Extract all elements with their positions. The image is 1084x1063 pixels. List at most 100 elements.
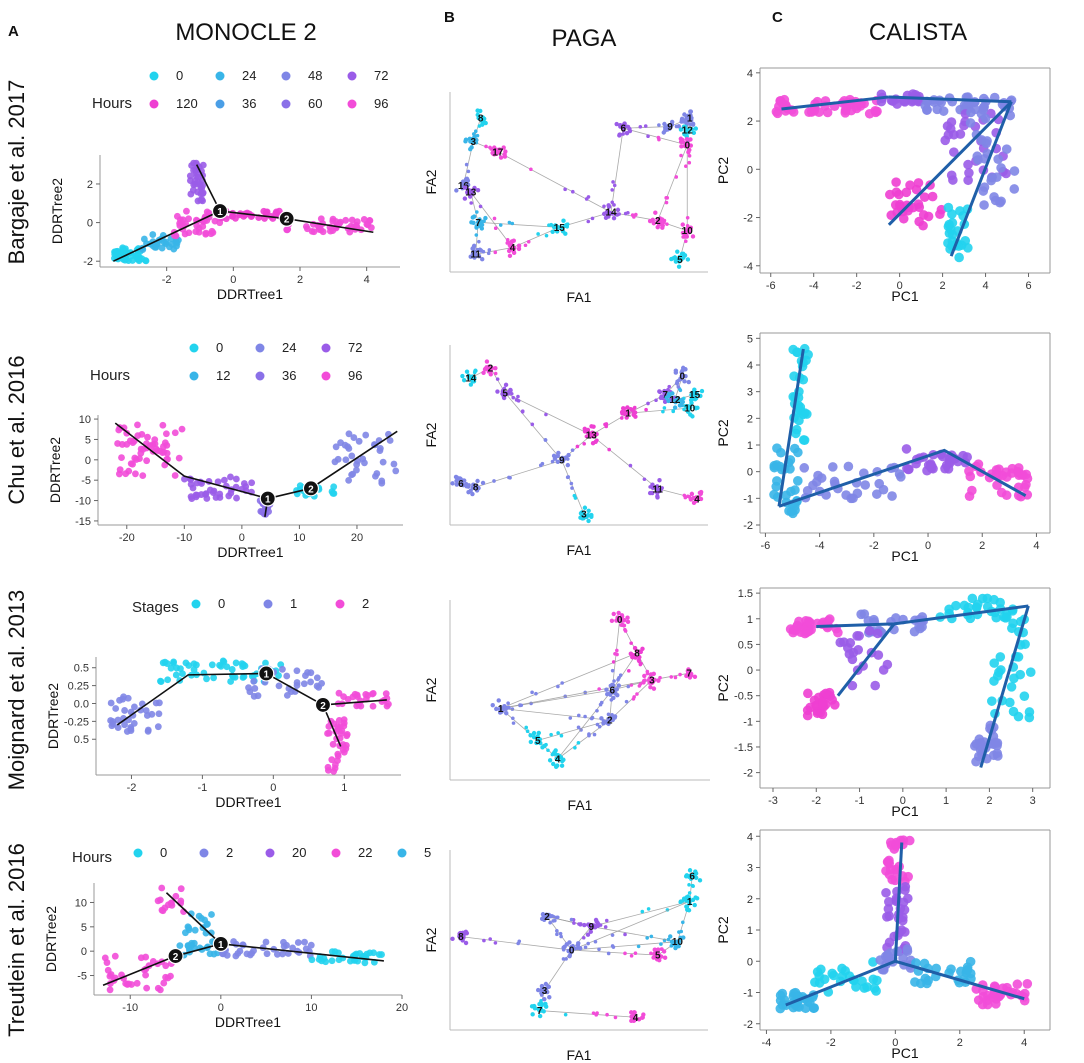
graph-cell (511, 395, 516, 400)
data-point (240, 673, 248, 680)
y-tick-label: -4 (743, 261, 753, 273)
graph-cell (679, 144, 684, 149)
graph-cell (611, 180, 615, 184)
y-axis-title: FA2 (423, 677, 439, 702)
data-point (772, 476, 782, 486)
graph-cell (645, 669, 650, 674)
graph-cell (505, 240, 511, 245)
data-point (883, 950, 893, 961)
data-point (342, 456, 350, 464)
graph-cell (578, 923, 583, 927)
data-point (331, 761, 339, 769)
graph-cell (659, 947, 664, 951)
graph-cell (622, 124, 627, 130)
y-tick-label: 0.5 (74, 663, 89, 675)
data-point (965, 613, 976, 624)
graph-cell (480, 257, 485, 262)
graph-cell (543, 1001, 548, 1007)
graph-node-label: 1 (687, 114, 693, 125)
graph-cell (652, 947, 657, 952)
graph-cell (669, 675, 674, 679)
graph-cell (691, 500, 697, 506)
x-axis-title: DDRTree1 (215, 794, 281, 810)
legend-label: 20 (292, 845, 306, 860)
x-tick-label: 20 (396, 1002, 408, 1014)
graph-node-label: 0 (617, 615, 623, 626)
data-point (191, 926, 199, 934)
graph-cell (698, 496, 704, 502)
data-point (232, 659, 240, 667)
graph-cell (450, 481, 455, 486)
graph-cell (540, 984, 545, 989)
data-point (772, 443, 782, 453)
data-point (362, 691, 370, 698)
y-tick-label: -1 (743, 716, 753, 728)
data-point (802, 710, 813, 721)
y-tick-label: 0.5 (74, 734, 89, 746)
x-axis-title: PC1 (891, 803, 918, 819)
graph-cell (469, 220, 474, 225)
data-point (293, 679, 301, 686)
data-point (946, 170, 957, 181)
graph-cell (535, 987, 541, 993)
graph-node-label: 12 (682, 125, 694, 136)
graph-cell (476, 115, 481, 121)
graph-cell (650, 482, 655, 487)
graph-node-label: 1 (625, 409, 631, 420)
data-point (329, 489, 337, 497)
data-point (158, 906, 166, 914)
graph-node-label: 14 (465, 373, 477, 384)
data-point (313, 674, 321, 682)
graph-cell (624, 699, 629, 704)
graph-edge (478, 221, 560, 228)
data-point (818, 697, 828, 708)
graph-cell (638, 662, 643, 667)
graph-cell (651, 671, 656, 677)
graph-node-label: 0 (569, 946, 575, 957)
graph-cell (466, 169, 471, 174)
graph-cell (499, 706, 504, 712)
branch-point-1 (211, 202, 229, 220)
graph-cell (542, 996, 547, 1002)
trajectory-branch (165, 892, 222, 945)
graph-cell (469, 191, 475, 196)
graph-cell (610, 689, 616, 695)
data-point (843, 461, 854, 472)
data-point (340, 716, 348, 724)
legend-label: 1 (290, 596, 297, 611)
graph-cell (685, 257, 691, 262)
data-point (163, 441, 171, 449)
data-point (307, 941, 315, 949)
graph-node-label: 9 (589, 922, 595, 933)
data-point (124, 694, 132, 702)
data-point (225, 492, 233, 500)
graph-cell (484, 144, 488, 149)
graph-cell (627, 126, 632, 132)
data-point (901, 187, 912, 198)
data-point (992, 480, 1002, 491)
graph-cell (584, 514, 589, 520)
graph-cell (612, 679, 616, 683)
legend-label: 96 (374, 96, 388, 111)
graph-cell (555, 459, 561, 465)
legend-swatch (331, 848, 341, 858)
graph-node-label: 5 (535, 736, 541, 747)
y-tick-label: 3 (747, 863, 753, 875)
data-point (786, 486, 796, 497)
y-tick-label: 10 (79, 414, 91, 426)
graph-edge (610, 128, 624, 213)
graph-cell (612, 203, 616, 207)
graph-cell (638, 124, 643, 129)
legend-swatch (347, 71, 357, 81)
data-point (121, 707, 129, 714)
graph-cell (684, 895, 689, 900)
graph-cell (683, 373, 688, 379)
graph-cell (516, 394, 520, 399)
data-point (104, 966, 112, 974)
x-tick-label: -2 (162, 274, 172, 286)
graph-cell (614, 121, 619, 127)
graph-cell (654, 398, 658, 403)
data-point (800, 1003, 811, 1014)
data-point (337, 439, 344, 447)
y-tick-label: -5 (81, 475, 91, 487)
